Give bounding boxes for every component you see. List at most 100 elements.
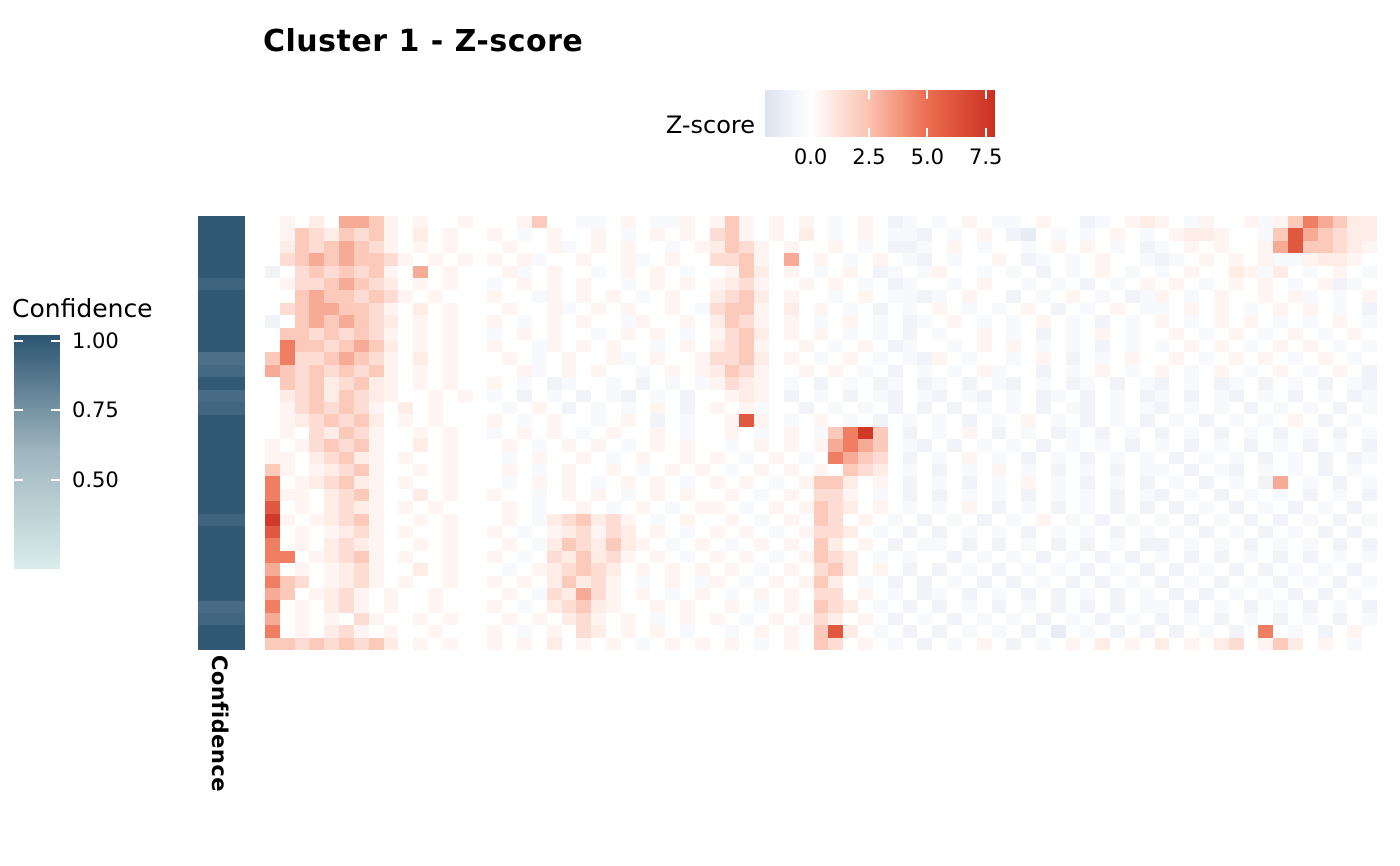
heatmap-cell xyxy=(798,463,814,477)
heatmap-cell xyxy=(739,600,755,613)
heatmap-cell xyxy=(1035,377,1051,390)
heatmap-cell xyxy=(517,315,532,328)
heatmap-cell xyxy=(828,525,844,539)
heatmap-cell xyxy=(1332,389,1348,402)
heatmap-cell xyxy=(754,228,770,241)
heatmap-cell xyxy=(739,377,755,390)
heatmap-cell xyxy=(843,463,859,477)
heatmap-cell xyxy=(1258,302,1274,316)
heatmap-cell xyxy=(1317,302,1333,316)
heatmap-cell xyxy=(294,339,310,353)
heatmap-cell xyxy=(487,364,503,378)
heatmap-cell xyxy=(1095,612,1111,626)
heatmap-cell xyxy=(1362,290,1377,303)
heatmap-cell xyxy=(798,265,814,278)
heatmap-cell xyxy=(635,587,651,601)
heatmap-cell xyxy=(309,228,325,241)
heatmap-cell xyxy=(1035,563,1051,576)
heatmap-cell xyxy=(531,637,547,650)
heatmap-cell xyxy=(294,463,310,477)
heatmap-cell xyxy=(428,513,443,526)
heatmap-cell xyxy=(650,265,666,278)
heatmap-cell xyxy=(1035,240,1051,254)
heatmap-cell xyxy=(769,339,784,353)
heatmap-cell xyxy=(1258,625,1274,638)
heatmap-cell xyxy=(1154,216,1170,229)
heatmap-cell xyxy=(339,563,354,576)
heatmap-cell xyxy=(1006,501,1022,514)
heatmap-cell xyxy=(1347,216,1363,229)
heatmap-cell xyxy=(561,290,577,303)
heatmap-cell xyxy=(991,414,1007,427)
heatmap-cell xyxy=(858,550,873,564)
heatmap-cell xyxy=(339,352,354,365)
heatmap-cell xyxy=(531,550,547,564)
heatmap-cell xyxy=(428,401,443,415)
heatmap-cell xyxy=(1317,240,1333,254)
heatmap-cell xyxy=(1347,352,1363,365)
heatmap-cell xyxy=(872,277,888,291)
heatmap-cell xyxy=(1184,302,1200,316)
heatmap-cell xyxy=(294,439,310,452)
heatmap-cell xyxy=(724,550,740,564)
heatmap-cell xyxy=(1199,476,1214,489)
heatmap-cell xyxy=(531,625,547,638)
heatmap-cell xyxy=(502,253,518,266)
heatmap-cell xyxy=(1199,364,1214,378)
heatmap-cell xyxy=(1050,463,1066,477)
heatmap-cell xyxy=(872,575,888,588)
heatmap-cell xyxy=(383,414,399,427)
heatmap-cell xyxy=(1035,538,1051,551)
heatmap-cell xyxy=(1035,451,1051,464)
heatmap-cell xyxy=(1258,414,1274,427)
heatmap-cell xyxy=(887,476,903,489)
heatmap-cell xyxy=(279,563,295,576)
zscore-tick-mark xyxy=(867,90,870,99)
heatmap-cell xyxy=(531,426,547,440)
heatmap-cell xyxy=(517,339,532,353)
heatmap-cell xyxy=(961,327,977,340)
heatmap-cell xyxy=(635,401,651,415)
heatmap-cell xyxy=(1080,550,1096,564)
heatmap-cell xyxy=(591,265,606,278)
heatmap-cell xyxy=(502,315,518,328)
heatmap-cell xyxy=(1273,216,1289,229)
heatmap-cell xyxy=(932,612,948,626)
heatmap-cell xyxy=(502,339,518,353)
heatmap-cell xyxy=(606,637,621,650)
heatmap-cell xyxy=(932,389,948,402)
heatmap-cell xyxy=(1080,352,1096,365)
heatmap-cell xyxy=(1139,228,1155,241)
heatmap-cell xyxy=(1213,600,1229,613)
heatmap-cell xyxy=(739,513,755,526)
heatmap-cell xyxy=(650,463,666,477)
heatmap-cell xyxy=(813,525,829,539)
heatmap-cell xyxy=(1139,327,1155,340)
heatmap-cell xyxy=(858,587,873,601)
heatmap-cell xyxy=(709,463,725,477)
heatmap-cell xyxy=(279,339,295,353)
heatmap-cell xyxy=(917,587,933,601)
heatmap-cell xyxy=(353,401,369,415)
heatmap-cell xyxy=(754,488,770,502)
heatmap-cell xyxy=(546,327,562,340)
heatmap-cell xyxy=(265,339,280,353)
heatmap-cell xyxy=(1258,216,1274,229)
heatmap-cell xyxy=(324,525,340,539)
heatmap-cell xyxy=(546,550,562,564)
heatmap-cell xyxy=(813,216,829,229)
heatmap-cell xyxy=(1347,389,1363,402)
heatmap-cell xyxy=(1332,253,1348,266)
heatmap-cell xyxy=(1080,426,1096,440)
heatmap-cell xyxy=(1021,401,1036,415)
heatmap-cell xyxy=(353,612,369,626)
heatmap-cell xyxy=(739,290,755,303)
heatmap-cell xyxy=(428,488,443,502)
heatmap-cell xyxy=(665,538,681,551)
heatmap-cell xyxy=(828,302,844,316)
heatmap-cell xyxy=(368,302,384,316)
heatmap-cell xyxy=(428,550,443,564)
heatmap-cell xyxy=(1288,488,1303,502)
heatmap-cell xyxy=(1095,290,1111,303)
heatmap-cell xyxy=(442,401,458,415)
